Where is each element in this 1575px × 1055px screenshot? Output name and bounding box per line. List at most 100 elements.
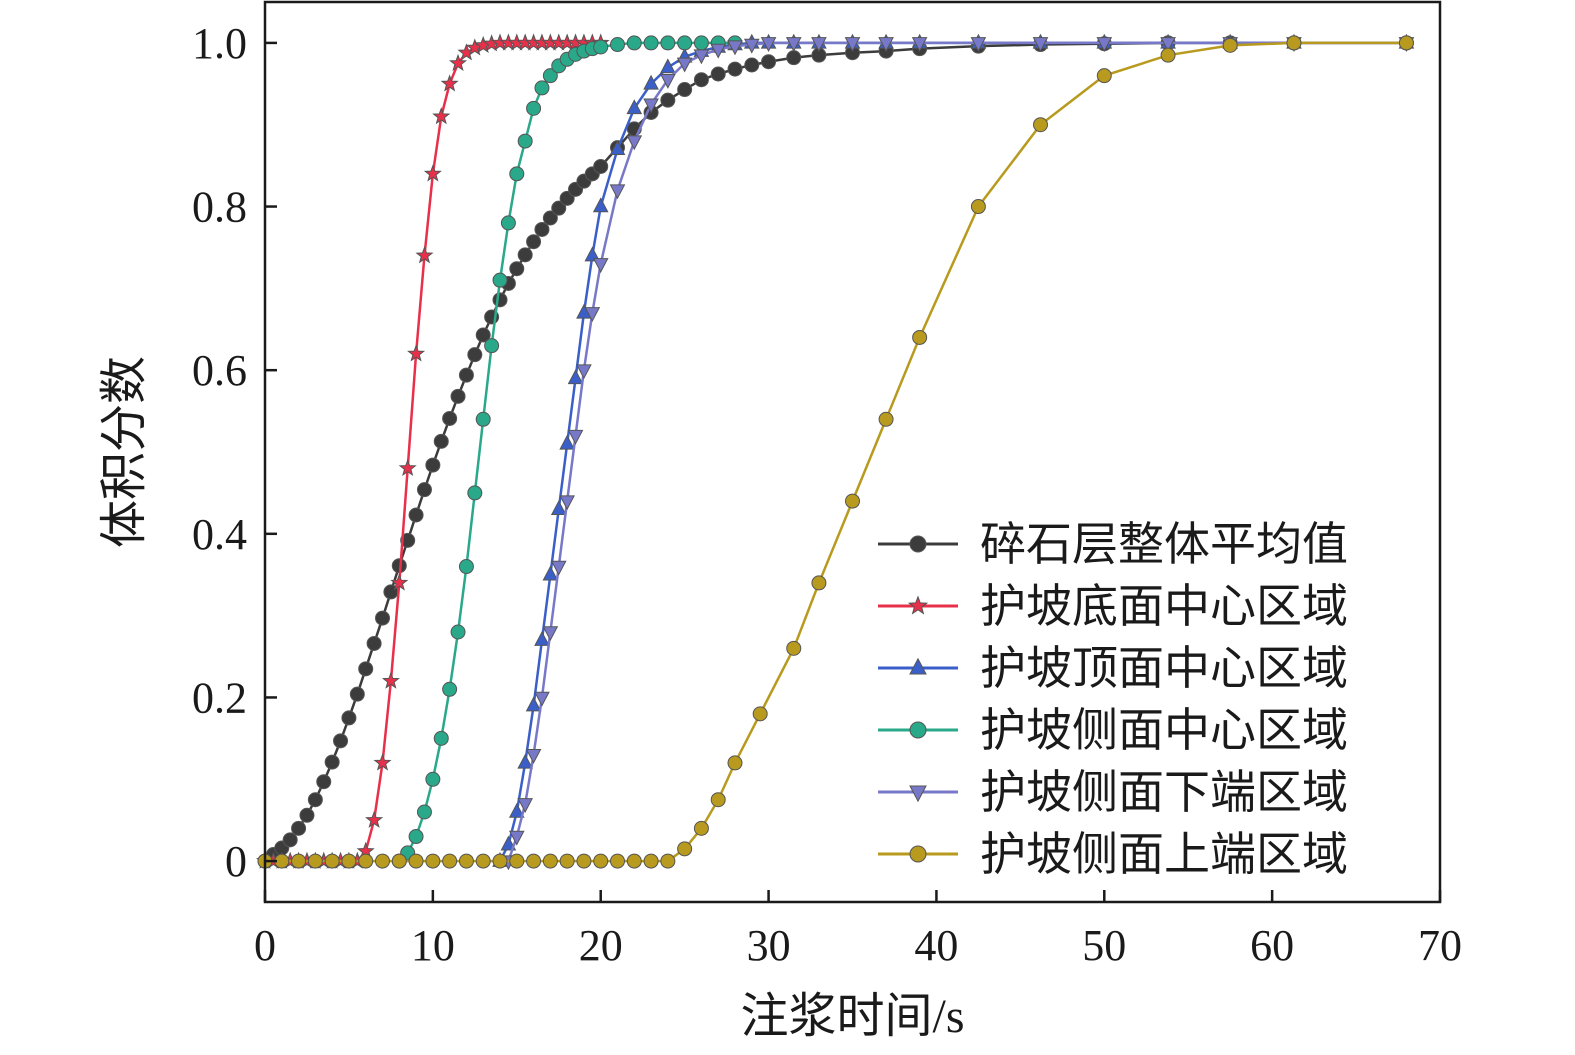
data-point — [467, 347, 483, 363]
data-point — [500, 215, 516, 231]
data-point — [400, 532, 416, 548]
data-point — [785, 37, 802, 53]
legend-item: 护坡侧面下端区域 — [878, 767, 1348, 818]
data-point — [408, 507, 424, 523]
data-point — [525, 748, 542, 764]
data-point — [710, 43, 727, 59]
legend-marker — [907, 595, 929, 615]
x-tick-label: 10 — [411, 921, 455, 970]
data-point — [509, 853, 525, 869]
data-point — [358, 661, 374, 677]
data-point — [550, 500, 567, 516]
data-point — [878, 37, 894, 53]
data-point — [559, 853, 575, 869]
y-tick-label: 1.0 — [192, 19, 247, 68]
data-point — [727, 755, 743, 771]
y-tick-label: 0.2 — [192, 673, 247, 722]
legend-marker — [909, 535, 927, 553]
data-point — [458, 367, 474, 383]
data-point — [291, 820, 307, 836]
data-point — [760, 37, 777, 53]
data-point — [423, 164, 442, 182]
data-point — [534, 80, 550, 96]
data-point — [475, 411, 491, 427]
legend-marker — [909, 785, 927, 803]
data-point — [358, 853, 374, 869]
data-point — [492, 292, 508, 308]
data-point — [626, 135, 643, 151]
data-point — [542, 68, 558, 84]
data-point — [282, 832, 298, 848]
data-point — [375, 853, 390, 869]
data-point — [626, 35, 642, 51]
plot-frame — [263, 0, 1442, 904]
series-2 — [255, 33, 610, 869]
data-point — [534, 221, 550, 237]
data-point — [373, 753, 392, 771]
data-point — [425, 853, 441, 869]
data-point — [1096, 37, 1113, 53]
data-point — [341, 853, 357, 869]
data-point — [542, 565, 559, 581]
data-point — [593, 158, 609, 174]
data-point — [425, 457, 441, 473]
legend: 碎石层整体平均值护坡底面中心区域护坡顶面中心区域护坡侧面中心区域护坡侧面下端区域… — [878, 519, 1348, 880]
ticks-layer: 0 10 20 30 40 50 60 70 0 0.2 0.4 0.6 0.8 1.0 — [192, 19, 1462, 970]
data-point — [844, 37, 861, 53]
data-point — [442, 681, 458, 697]
x-tick-label: 50 — [1082, 921, 1126, 970]
legend-item: 碎石层整体平均值 — [878, 519, 1348, 570]
data-point — [660, 853, 676, 869]
data-point — [1398, 35, 1414, 51]
data-point — [291, 853, 307, 869]
data-point — [593, 39, 609, 55]
data-point — [1286, 35, 1302, 51]
data-point — [710, 792, 726, 808]
data-point — [911, 37, 928, 53]
data-point — [550, 560, 567, 576]
data-point — [316, 774, 332, 790]
legend-item: 护坡侧面上端区域 — [878, 829, 1348, 880]
legend-marker — [909, 845, 927, 863]
legend-label: 护坡侧面下端区域 — [980, 767, 1348, 818]
data-point — [643, 74, 659, 90]
data-point — [592, 258, 609, 273]
data-point — [660, 58, 676, 74]
data-point — [534, 631, 550, 646]
legend-label: 护坡侧面上端区域 — [980, 829, 1348, 880]
data-point — [542, 853, 558, 869]
data-point — [727, 40, 743, 56]
data-point — [576, 853, 592, 869]
data-point — [743, 38, 760, 54]
legend-item: 护坡侧面中心区域 — [878, 705, 1348, 756]
data-point — [299, 807, 315, 823]
data-point — [693, 35, 709, 51]
x-axis-title: 注浆时间/s — [740, 990, 964, 1043]
data-point — [492, 272, 508, 288]
legend-marker — [909, 657, 927, 675]
data-point — [475, 327, 491, 343]
x-tick-label: 70 — [1418, 921, 1462, 970]
data-point — [643, 98, 659, 114]
data-point — [610, 853, 625, 869]
data-point — [415, 246, 434, 264]
data-point — [576, 364, 592, 380]
series-line — [507, 41, 1407, 862]
data-point — [1160, 47, 1176, 63]
data-point — [542, 210, 558, 226]
data-point — [509, 166, 525, 182]
data-point — [324, 754, 340, 770]
legend-item: 护坡底面中心区域 — [878, 581, 1348, 632]
y-tick-label: 0.6 — [192, 346, 247, 395]
data-point — [592, 197, 609, 213]
x-tick-label: 40 — [914, 921, 958, 970]
data-point — [551, 200, 567, 216]
legend-item: 护坡顶面中心区域 — [878, 643, 1348, 694]
data-point — [660, 73, 676, 89]
data-point — [307, 853, 323, 869]
data-point — [381, 671, 400, 689]
data-point — [626, 99, 643, 115]
data-point — [567, 369, 584, 385]
data-point — [333, 733, 349, 749]
data-point — [970, 37, 987, 53]
